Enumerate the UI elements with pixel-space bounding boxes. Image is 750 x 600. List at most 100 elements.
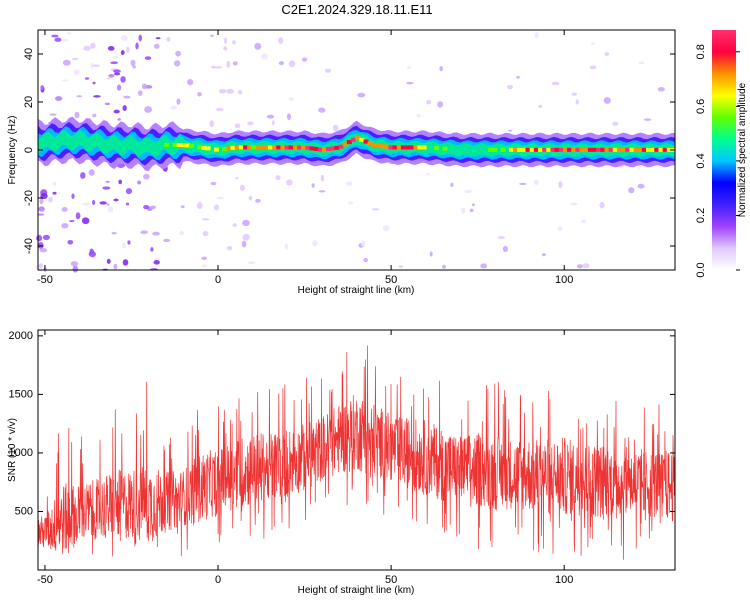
noise-speckle <box>137 180 142 185</box>
ridge-core-cell <box>633 147 639 152</box>
noise-speckle <box>66 32 72 35</box>
ridge-core-cell <box>213 147 219 152</box>
ridge-core-cell <box>421 145 427 150</box>
y-tick-label: -40 <box>23 238 35 254</box>
ridge-core-cell <box>276 145 282 150</box>
ridge-core-cell <box>321 147 327 152</box>
ridge-core-cell <box>562 147 568 152</box>
noise-speckle <box>226 88 234 94</box>
x-tick-label: 50 <box>385 574 397 586</box>
noise-speckle <box>604 52 610 56</box>
noise-speckle <box>416 113 421 118</box>
ridge-core-cell <box>238 145 244 150</box>
noise-speckle <box>140 230 148 235</box>
noise-speckle <box>202 230 209 237</box>
noise-speckle <box>254 42 262 50</box>
noise-speckle <box>657 87 665 92</box>
noise-speckle <box>107 206 114 213</box>
noise-speckle <box>143 173 150 180</box>
noise-speckle <box>61 79 69 82</box>
noise-speckle <box>464 189 473 194</box>
noise-speckle <box>284 243 289 250</box>
noise-speckle <box>538 104 543 108</box>
noise-speckle <box>61 222 69 229</box>
ridge-core-cell <box>409 145 415 150</box>
ridge-core-cell <box>263 145 269 150</box>
noise-speckle <box>39 248 48 253</box>
figure-title: C2E1.2024.329.18.11.E11 <box>281 2 432 17</box>
ridge-core-cell <box>650 147 656 152</box>
noise-speckle <box>62 59 71 66</box>
noise-speckle <box>247 121 254 126</box>
ridge-core-cell <box>517 147 523 152</box>
noise-speckle <box>638 61 645 65</box>
noise-speckle <box>533 179 539 186</box>
ridge-core-cell <box>641 147 647 152</box>
noise-speckle <box>371 208 380 211</box>
noise-speckle <box>36 234 43 242</box>
noise-speckle <box>232 61 238 66</box>
ridge-core-cell <box>288 145 294 150</box>
noise-speckle <box>163 238 171 243</box>
ridge-core-cell <box>326 146 332 151</box>
noise-speckle <box>469 208 474 213</box>
noise-speckle <box>90 42 96 49</box>
noise-speckle <box>110 61 119 65</box>
noise-speckle <box>497 236 505 239</box>
ridge-core-cell <box>567 147 573 152</box>
ridge-core-cell <box>330 146 336 151</box>
noise-speckle <box>126 46 130 54</box>
noise-speckle <box>90 62 94 69</box>
noise-speckle <box>255 198 261 203</box>
ridge-core-cell <box>392 145 398 150</box>
noise-speckle <box>127 240 131 245</box>
noise-speckle <box>266 114 275 119</box>
noise-speckle <box>113 69 121 74</box>
ridge-core-cell <box>176 143 182 148</box>
noise-speckle <box>242 219 250 227</box>
noise-speckle <box>106 77 111 80</box>
noise-speckle <box>237 90 243 95</box>
noise-speckle <box>187 78 194 86</box>
noise-speckle <box>346 181 353 187</box>
x-tick-label: -50 <box>37 274 53 286</box>
ridge-core-cell <box>346 140 352 145</box>
noise-speckle <box>471 203 475 207</box>
noise-speckle <box>72 57 79 61</box>
ridge-core-cell <box>662 147 668 152</box>
noise-speckle <box>628 187 635 194</box>
noise-speckle <box>132 65 136 69</box>
noise-speckle <box>234 123 241 129</box>
noise-speckle <box>241 240 247 248</box>
colorbar-tick-label: 0.8 <box>695 44 707 59</box>
noise-speckle <box>442 264 446 269</box>
noise-speckle <box>73 69 80 75</box>
ridge-core-cell <box>189 144 195 149</box>
noise-speckle <box>130 59 136 66</box>
ridge-core-cell <box>313 146 319 151</box>
noise-speckle <box>426 99 432 105</box>
x-tick-label: 0 <box>215 574 221 586</box>
noise-speckle <box>52 182 57 186</box>
noise-speckle <box>71 193 75 199</box>
y-tick-label: 1000 <box>9 447 33 459</box>
snr-panel: -50 0 50 100 500 1000 1500 2000 Height of stra… <box>7 329 676 596</box>
ridge-core-cell <box>513 147 519 152</box>
noise-speckle <box>117 118 121 121</box>
ridge-core-cell <box>405 145 411 150</box>
noise-speckle <box>201 256 207 261</box>
noise-speckle <box>113 109 120 114</box>
noise-speckle <box>117 84 122 91</box>
noise-speckle <box>176 98 181 105</box>
ridge-core-cell <box>488 147 494 152</box>
ridge-core-cell <box>575 147 581 152</box>
colorbar-tick-label: 0.6 <box>695 99 707 114</box>
ridge-core-cell <box>164 143 170 148</box>
noise-speckle <box>502 245 509 253</box>
noise-speckle <box>209 120 214 127</box>
ridge-core-cell <box>255 145 261 150</box>
ridge-core-cell <box>338 144 344 149</box>
spectrogram-panel: -50 0 50 100 -40 -20 0 20 40 Height of straight… <box>7 29 676 296</box>
noise-speckle <box>214 66 223 69</box>
ridge-core-cell <box>554 147 560 152</box>
